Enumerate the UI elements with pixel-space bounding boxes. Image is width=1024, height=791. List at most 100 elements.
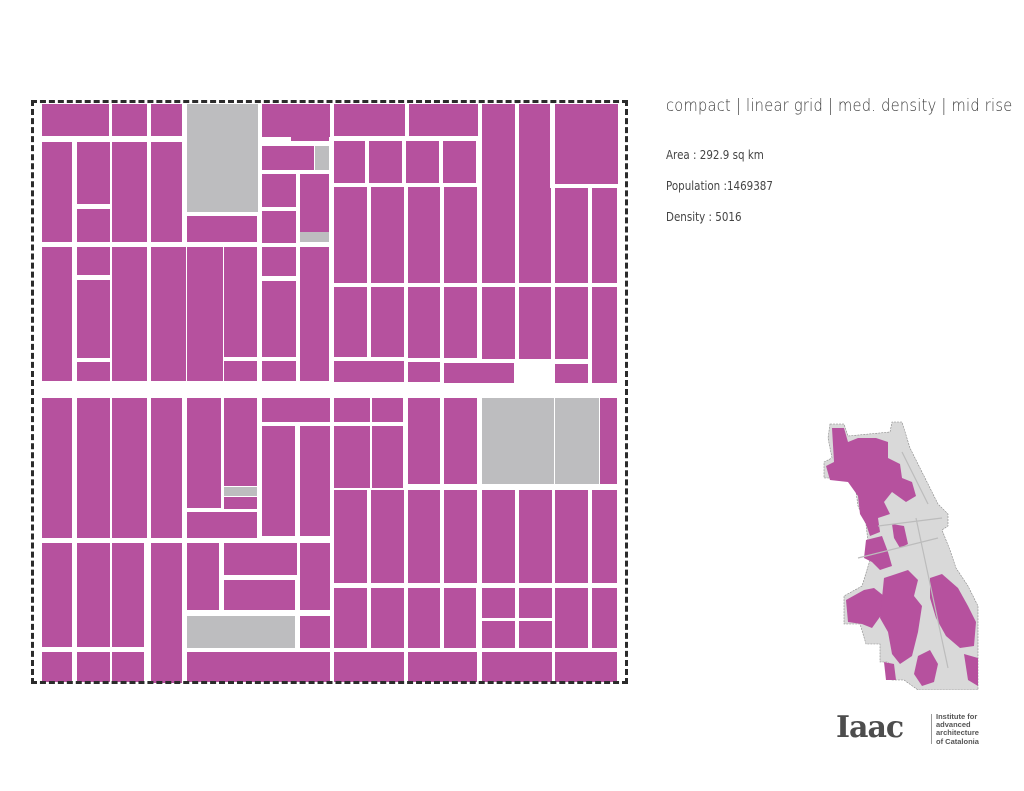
selection-frame-dashed	[31, 100, 628, 684]
urban-block	[444, 287, 477, 358]
urban-block	[409, 104, 478, 136]
urban-block	[112, 398, 147, 538]
urban-block	[408, 652, 477, 682]
city-locator-minimap	[823, 421, 979, 690]
urban-block	[519, 588, 552, 618]
urban-block	[300, 247, 329, 381]
urban-block	[444, 490, 477, 583]
urban-block	[519, 188, 551, 283]
urban-block	[444, 588, 476, 648]
urban-block	[262, 247, 296, 276]
urban-block	[334, 398, 370, 422]
iaac-institution-name: Institute for advanced architecture of C…	[936, 712, 979, 746]
urban-block	[77, 247, 110, 275]
urban-block	[300, 543, 330, 610]
urban-block	[42, 543, 72, 647]
urban-block	[112, 142, 147, 242]
logo-line-3: architecture	[936, 728, 979, 738]
urban-block	[334, 141, 365, 183]
urban-block	[112, 247, 147, 381]
urban-block	[77, 362, 110, 381]
urban-block	[151, 104, 182, 136]
urban-block	[262, 426, 295, 536]
urban-block	[262, 211, 296, 243]
urban-block	[151, 543, 182, 683]
urban-block	[555, 104, 618, 184]
urban-block	[592, 188, 617, 283]
urban-block	[482, 490, 515, 583]
urban-block	[555, 364, 588, 383]
urban-block	[262, 398, 330, 422]
urban-block	[224, 247, 257, 357]
urban-block	[300, 174, 329, 232]
urban-block	[187, 652, 330, 682]
urban-block	[592, 490, 617, 583]
urban-block	[408, 187, 440, 283]
urban-block	[371, 588, 404, 648]
urban-block	[334, 187, 367, 283]
urban-block	[592, 588, 617, 648]
urban-block	[77, 543, 110, 647]
area-stat: Area : 292.9 sq km	[666, 148, 764, 162]
open-space-block	[224, 487, 257, 496]
urban-block	[262, 281, 296, 357]
urban-block	[408, 287, 440, 358]
urban-block	[555, 652, 617, 682]
urban-block	[482, 652, 552, 682]
urban-block	[224, 497, 257, 509]
urban-block	[42, 247, 72, 381]
iaac-logo: Iaac Institute for advanced architecture…	[836, 712, 986, 748]
urban-block	[77, 209, 110, 242]
urban-block	[224, 580, 295, 610]
urban-block	[555, 490, 588, 583]
urban-block	[406, 141, 439, 183]
urban-block	[444, 187, 477, 283]
urban-block	[443, 141, 476, 183]
urban-block	[334, 588, 367, 648]
urban-block	[600, 398, 617, 484]
logo-line-2: advanced	[936, 720, 971, 730]
urban-block	[482, 188, 515, 283]
open-space-block	[187, 616, 295, 648]
urban-block	[300, 616, 330, 648]
urban-block	[112, 652, 144, 682]
logo-line-4: of Catalonia	[936, 736, 979, 746]
urban-block	[408, 398, 440, 484]
urban-block	[112, 104, 147, 136]
urban-block	[482, 588, 515, 618]
urban-block	[112, 543, 144, 647]
urban-block	[334, 104, 405, 136]
urban-block	[151, 247, 186, 381]
urban-block	[519, 621, 552, 648]
urban-block	[77, 398, 110, 538]
urban-block	[291, 128, 329, 141]
urban-block	[408, 362, 440, 382]
urban-block	[555, 588, 588, 648]
iaac-wordmark: Iaac	[836, 710, 904, 745]
urban-block	[482, 287, 515, 359]
urban-block	[519, 490, 552, 583]
urban-block	[334, 426, 370, 488]
urban-block	[77, 280, 110, 358]
urban-block	[77, 652, 110, 682]
logo-line-1: Institute for	[936, 712, 978, 721]
urban-block	[408, 490, 440, 583]
urban-block	[592, 287, 617, 383]
open-space-block	[300, 232, 329, 242]
urban-block	[482, 621, 515, 648]
open-space-block	[555, 398, 599, 484]
urban-block	[187, 543, 219, 610]
urban-block	[151, 398, 182, 538]
urban-block	[371, 187, 404, 283]
urban-block	[369, 141, 402, 183]
urban-block	[262, 174, 296, 207]
urban-block	[519, 104, 550, 188]
urban-block	[371, 287, 404, 357]
urban-block	[187, 247, 223, 381]
population-stat: Population :1469387	[666, 179, 773, 193]
urban-block	[555, 287, 588, 359]
open-space-block	[315, 146, 329, 170]
urban-block	[444, 363, 514, 383]
urban-block	[224, 398, 257, 486]
urban-block	[151, 142, 182, 242]
